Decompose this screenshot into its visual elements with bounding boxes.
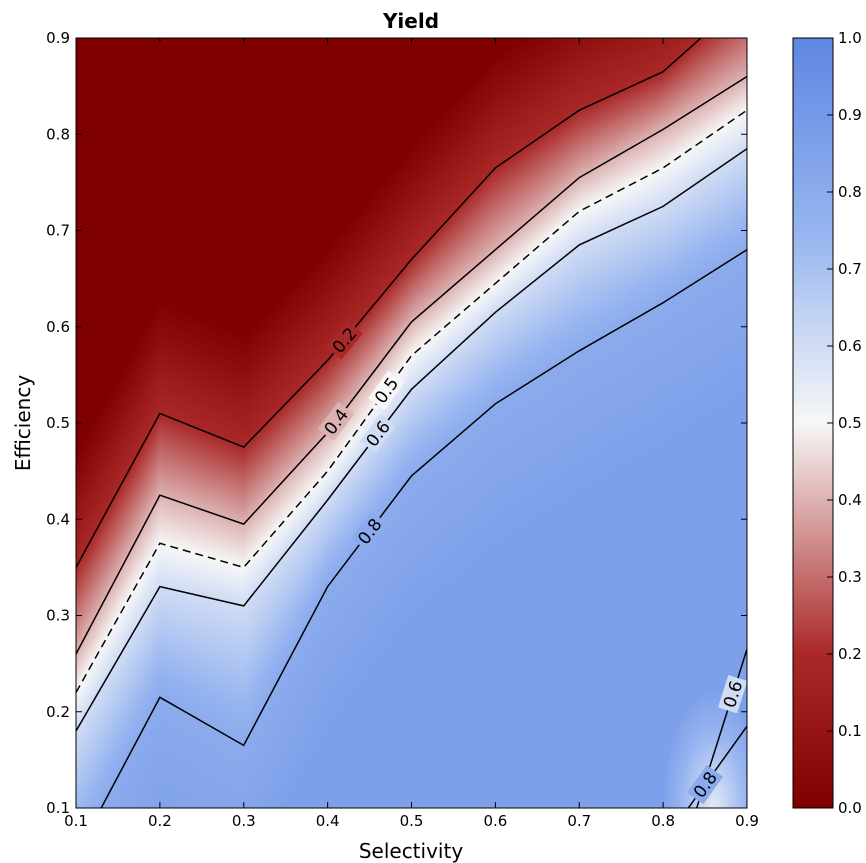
contour-label-bg xyxy=(317,402,355,442)
x-tick-label: 0.9 xyxy=(735,812,759,830)
chart-title: Yield xyxy=(382,9,439,33)
colorbar-tick-label: 0.8 xyxy=(838,183,862,201)
contour-line-08-4 xyxy=(100,249,747,808)
colorbar-tick-label: 0.6 xyxy=(838,337,862,355)
contour-label-bg xyxy=(351,511,388,551)
colorbar-tick-label: 0.4 xyxy=(838,491,862,509)
heatmap-surface xyxy=(76,38,747,808)
colorbar-tick-label: 0.7 xyxy=(838,260,862,278)
x-tick-label: 0.4 xyxy=(316,812,340,830)
contour-layer xyxy=(76,38,747,808)
y-tick-label: 0.5 xyxy=(46,414,70,432)
y-tick-label: 0.3 xyxy=(46,607,70,625)
contour-label-bg xyxy=(687,764,724,805)
x-tick-label: 0.3 xyxy=(232,812,256,830)
colorbar-ticks: 0.0 0.1 0.2 0.3 0.4 0.5 0.6 0.7 0.8 0.9 1.0 xyxy=(827,29,862,817)
contour-label-bg xyxy=(359,414,397,454)
contour-line-06-3 xyxy=(76,148,747,732)
y-tick-label: 0.2 xyxy=(46,703,70,721)
colorbar-tick-label: 1.0 xyxy=(838,29,862,47)
colorbar-tick-label: 0.9 xyxy=(838,106,862,124)
y-tick-label: 0.9 xyxy=(46,29,70,47)
contour-label-bg xyxy=(325,320,363,360)
x-axis: 0.1 0.2 0.3 0.4 0.5 0.6 0.7 0.8 0.9 xyxy=(64,38,759,830)
colorbar-tick-label: 0.2 xyxy=(838,645,862,663)
x-tick-label: 0.5 xyxy=(400,812,424,830)
x-tick-label: 0.6 xyxy=(483,812,507,830)
contour-line-05-2 xyxy=(76,109,747,693)
colorbar-tick-label: 0.5 xyxy=(838,414,862,432)
colorbar-tick-label: 0.0 xyxy=(838,799,862,817)
y-axis-label: Efficiency xyxy=(11,375,35,472)
x-axis-label: Selectivity xyxy=(359,839,463,863)
contour-line-02-0 xyxy=(76,38,702,568)
y-tick-label: 0.4 xyxy=(46,510,70,528)
y-tick-label: 0.7 xyxy=(46,222,70,240)
x-tick-label: 0.2 xyxy=(148,812,172,830)
x-tick-label: 0.8 xyxy=(651,812,675,830)
x-tick-label: 0.1 xyxy=(64,812,88,830)
y-tick-label: 0.1 xyxy=(46,799,70,817)
contour-label-bg xyxy=(368,370,405,410)
colorbar-tick-label: 0.3 xyxy=(838,568,862,586)
contour-line-04-1 xyxy=(76,75,747,655)
colorbar xyxy=(793,38,833,808)
contour-label-bg xyxy=(718,674,748,714)
contour-label-group: 0.6 xyxy=(359,414,397,454)
y-axis: 0.1 0.2 0.3 0.4 0.5 0.6 0.7 0.8 0.9 xyxy=(46,29,747,817)
colorbar-tick-label: 0.1 xyxy=(838,722,862,740)
x-tick-label: 0.7 xyxy=(567,812,591,830)
contour-label-group: 0.5 xyxy=(368,370,405,410)
y-tick-label: 0.6 xyxy=(46,318,70,336)
y-tick-label: 0.8 xyxy=(46,125,70,143)
